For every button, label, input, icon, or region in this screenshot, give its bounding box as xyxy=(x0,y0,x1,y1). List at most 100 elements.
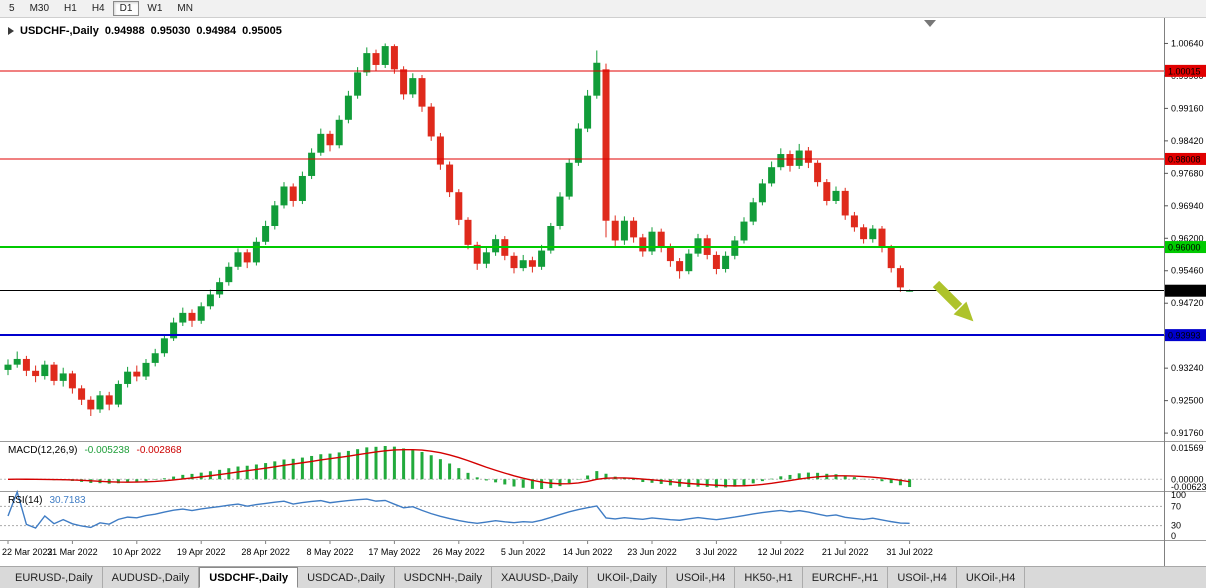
timeframe-button-h1[interactable]: H1 xyxy=(64,3,77,14)
timeframe-button-h4[interactable]: H4 xyxy=(91,3,105,14)
bull-candle xyxy=(252,241,260,263)
bear-candle xyxy=(243,252,251,263)
bear-candle xyxy=(602,69,610,221)
macd-axis-tick: 0.01569 xyxy=(1171,443,1204,453)
bull-candle xyxy=(363,53,371,73)
price-level-label: 0.98008 xyxy=(1168,154,1201,164)
bull-candle xyxy=(354,72,362,96)
bull-candle xyxy=(170,322,178,339)
bull-candle xyxy=(768,167,776,184)
timeframe-toolbar: 5 M30 H1 H4 D1 W1 MN xyxy=(0,0,1206,18)
symbol-tab-usdcad-daily[interactable]: USDCAD-,Daily xyxy=(298,567,395,588)
price-level-label: 0.96000 xyxy=(1168,243,1201,253)
macd-name: MACD(12,26,9) xyxy=(8,445,78,456)
ohlc-low: 0.94984 xyxy=(196,25,237,37)
date-axis-label: 14 Jun 2022 xyxy=(563,547,613,557)
price-level-label-box xyxy=(1165,241,1206,254)
rsi-name: RSI(14) xyxy=(8,495,43,506)
bull-candle xyxy=(234,252,242,267)
macd-value: -0.005238 xyxy=(84,445,130,456)
price-level-label-box xyxy=(1165,152,1206,165)
date-axis-label: 19 Apr 2022 xyxy=(177,547,226,557)
date-axis-label: 31 Jul 2022 xyxy=(886,547,933,557)
macd-axis-tick: 0.00000 xyxy=(1171,474,1204,484)
bear-candle xyxy=(50,364,58,381)
price-level-label-box xyxy=(1165,329,1206,342)
date-axis-label: 10 Apr 2022 xyxy=(113,547,162,557)
price-axis-tick: 1.00640 xyxy=(1171,38,1204,48)
symbol-tab-usoil-h4[interactable]: USOil-,H4 xyxy=(888,567,957,588)
timeframe-button-d1[interactable]: D1 xyxy=(112,1,140,16)
bear-candle xyxy=(676,261,684,272)
bear-candle xyxy=(804,150,812,163)
chart-shift-marker-icon[interactable] xyxy=(924,20,936,27)
symbol-tab-audusd-daily[interactable]: AUDUSD-,Daily xyxy=(103,567,200,588)
rsi-indicator-label: RSI(14) 30.7183 xyxy=(8,495,86,506)
timeframe-button-5[interactable]: 5 xyxy=(9,3,15,14)
bull-candle xyxy=(142,362,150,377)
bear-candle xyxy=(823,182,831,201)
bull-candle xyxy=(584,95,592,129)
symbol-tab-xauusd-daily[interactable]: XAUUSD-,Daily xyxy=(492,567,588,588)
bull-candle xyxy=(777,154,785,168)
bull-candle xyxy=(225,266,233,283)
bull-candle xyxy=(620,220,628,241)
bear-candle xyxy=(455,192,463,220)
date-axis-label: 26 May 2022 xyxy=(433,547,485,557)
bear-candle xyxy=(814,162,822,183)
bear-candle xyxy=(105,395,113,405)
chart-canvas[interactable]: 1.006400.999000.991600.984200.976800.969… xyxy=(0,18,1206,566)
bear-candle xyxy=(657,231,665,248)
bear-candle xyxy=(78,388,86,400)
rsi-axis-tick: 70 xyxy=(1171,501,1181,511)
bull-candle xyxy=(538,250,546,267)
bull-candle xyxy=(492,239,500,253)
price-axis-tick: 0.98420 xyxy=(1171,136,1204,146)
bear-candle xyxy=(473,244,481,264)
expand-arrow-icon[interactable] xyxy=(8,27,14,35)
date-axis-label: 28 Apr 2022 xyxy=(241,547,290,557)
bull-candle xyxy=(556,196,564,226)
rsi-axis-tick: 30 xyxy=(1171,521,1181,531)
arrow-annotation-head[interactable] xyxy=(953,301,974,322)
timeframe-button-mn[interactable]: MN xyxy=(177,3,193,14)
symbol-tab-eurchf-h1[interactable]: EURCHF-,H1 xyxy=(803,567,889,588)
bull-candle xyxy=(160,338,168,354)
bull-candle xyxy=(648,231,656,252)
bull-candle xyxy=(317,133,325,153)
ohlc-open: 0.94988 xyxy=(104,25,145,37)
rsi-axis-tick: 0 xyxy=(1171,531,1176,541)
bear-candle xyxy=(326,133,334,146)
arrow-annotation-shaft[interactable] xyxy=(932,280,963,311)
price-level-label: 0.93993 xyxy=(1168,331,1201,341)
bull-candle xyxy=(13,358,21,365)
bear-candle xyxy=(887,247,895,269)
symbol-tab-eurusd-daily[interactable]: EURUSD-,Daily xyxy=(6,567,103,588)
ohlc-close: 0.95005 xyxy=(242,25,282,37)
bull-candle xyxy=(740,221,748,241)
symbol-tab-usdcnh-daily[interactable]: USDCNH-,Daily xyxy=(395,567,492,588)
rsi-axis-tick: 100 xyxy=(1171,490,1186,500)
symbol-tab-ukoil-daily[interactable]: UKOil-,Daily xyxy=(588,567,667,588)
rsi-value: 30.7183 xyxy=(49,495,86,506)
bear-candle xyxy=(390,46,398,70)
bull-candle xyxy=(271,205,279,226)
symbol-tab-ukoil-h4[interactable]: UKOil-,H4 xyxy=(957,567,1026,588)
bull-candle xyxy=(749,202,757,222)
timeframe-button-w1[interactable]: W1 xyxy=(147,3,163,14)
price-axis-tick: 0.94720 xyxy=(1171,298,1204,308)
bear-candle xyxy=(446,164,454,193)
symbol-tab-hk50-h1[interactable]: HK50-,H1 xyxy=(735,567,803,588)
bull-candle xyxy=(519,260,527,269)
bear-candle xyxy=(630,220,638,238)
bear-candle xyxy=(68,373,76,389)
symbol-tab-usoil-h4[interactable]: USOil-,H4 xyxy=(667,567,736,588)
bull-candle xyxy=(298,175,306,201)
bear-candle xyxy=(841,190,849,216)
bull-candle xyxy=(482,252,490,264)
bull-candle xyxy=(124,371,132,384)
macd-signal-line xyxy=(7,448,910,487)
chart-area: 1.006400.999000.991600.984200.976800.969… xyxy=(0,18,1206,566)
symbol-tab-usdchf-daily[interactable]: USDCHF-,Daily xyxy=(199,567,299,588)
timeframe-button-m30[interactable]: M30 xyxy=(29,3,50,14)
